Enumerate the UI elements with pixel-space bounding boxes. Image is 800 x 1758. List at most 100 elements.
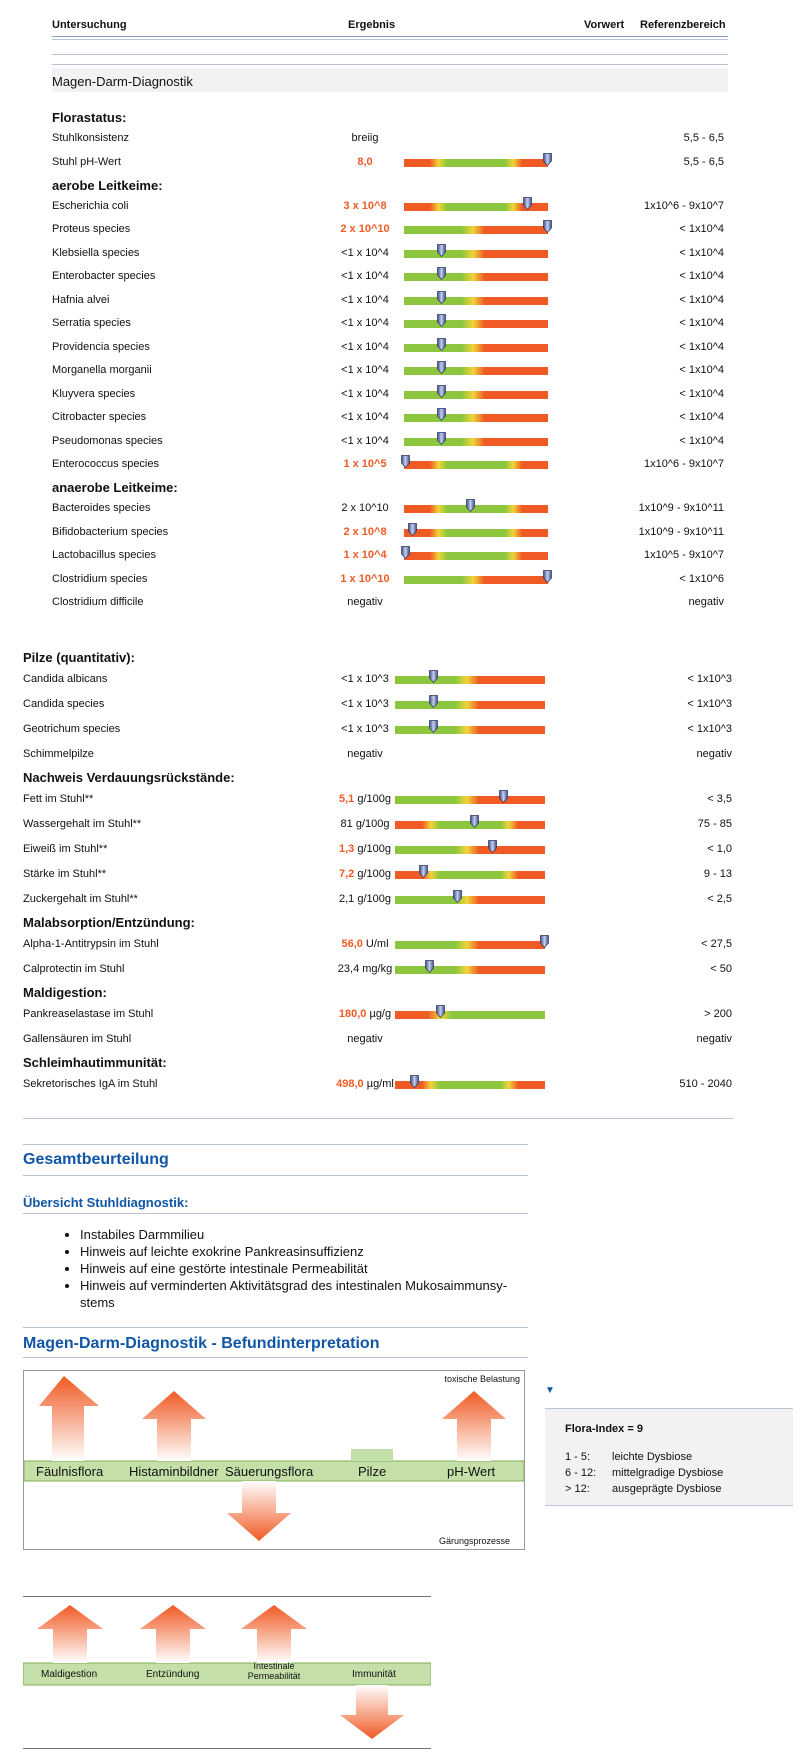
result-name: Zuckergehalt im Stuhl** — [23, 893, 138, 905]
reference-range: negativ — [696, 1033, 732, 1045]
result-value-number: <1 x 10^4 — [341, 387, 389, 400]
result-value: 23,4 mg/kg — [300, 963, 430, 975]
range-marker-icon — [424, 960, 434, 974]
result-value-number: <1 x 10^4 — [341, 317, 389, 329]
summary-list: Instabiles DarmmilieuHinweis auf leichte… — [62, 1226, 528, 1311]
divider — [23, 1118, 733, 1119]
reference-range: < 1x10^4 — [679, 411, 724, 423]
section-title-bar — [52, 68, 728, 92]
interp-title: Magen-Darm-Diagnostik - Befundinterpreta… — [23, 1335, 380, 1352]
result-value-number: <1 x 10^4 — [341, 340, 389, 353]
result-value-number: breiig — [351, 132, 379, 144]
range-bar — [404, 390, 548, 399]
range-bar — [395, 821, 545, 829]
range-bar — [395, 896, 545, 904]
result-value: 56,0 U/ml — [300, 938, 430, 950]
result-name: Bacteroides species — [52, 502, 151, 514]
result-value: 3 x 10^8 — [300, 200, 430, 212]
result-value: 2 x 10^10 — [300, 502, 430, 514]
result-name: Geotrichum species — [23, 723, 121, 735]
range-bar — [404, 202, 548, 211]
band-faeulnisflora: Fäulnisflora — [36, 1464, 104, 1479]
result-value: 81 g/100g — [300, 818, 430, 830]
range-marker-icon — [498, 790, 508, 804]
reference-range: 1x10^5 - 9x10^7 — [643, 549, 724, 561]
range-bar — [404, 273, 548, 281]
group-title: Malabsorption/Entzündung: — [23, 915, 195, 930]
range-bar — [404, 296, 548, 305]
result-value: 1 x 10^4 — [300, 549, 430, 561]
result-name: Lactobacillus species — [52, 549, 156, 561]
range-marker-icon — [470, 815, 480, 829]
range-marker-icon — [436, 290, 446, 304]
reference-range: negativ — [688, 596, 724, 608]
result-value-number: 2,1 — [339, 893, 355, 905]
result-name: Enterobacter species — [52, 270, 156, 282]
result-value: 2 x 10^10 — [300, 223, 430, 235]
result-name: Citrobacter species — [52, 411, 147, 423]
result-value: negativ — [300, 748, 430, 760]
result-unit: µg/g — [366, 1008, 392, 1020]
range-bar — [404, 414, 548, 422]
result-name: Bifidobacterium species — [52, 525, 169, 538]
result-unit: g/100g — [354, 868, 391, 880]
result-name: Klebsiella species — [52, 246, 140, 259]
result-value: <1 x 10^4 — [300, 364, 430, 376]
band-permeabilitaet: Intestinale Permeabilität — [247, 1661, 301, 1681]
reference-range: 1x10^6 - 9x10^7 — [643, 458, 724, 470]
result-name: Enterococcus species — [52, 458, 159, 470]
result-value: 2,1 g/100g — [300, 893, 430, 905]
band-entzuendung: Entzündung — [146, 1669, 200, 1680]
range-marker-icon — [540, 935, 549, 949]
range-marker-icon — [488, 840, 498, 854]
reference-range: < 3,5 — [707, 793, 732, 805]
reference-range: < 2,5 — [707, 893, 732, 905]
reference-range: 1x10^6 - 9x10^7 — [643, 199, 724, 212]
reference-range: 5,5 - 6,5 — [683, 155, 724, 168]
result-value-number: 1,3 — [339, 843, 355, 855]
result-value: <1 x 10^4 — [300, 388, 430, 400]
reference-range: < 1x10^4 — [679, 270, 724, 282]
range-marker-icon — [418, 865, 428, 879]
col-exam-header: Untersuchung — [52, 19, 127, 31]
summary-item: Hinweis auf eine gestörte intestinale Pe… — [80, 1260, 528, 1277]
range-bar — [395, 846, 545, 854]
reference-range: 1x10^9 - 9x10^11 — [638, 525, 724, 538]
result-value: 180,0 µg/g — [300, 1008, 430, 1020]
group-title: Pilze (quantitativ): — [23, 650, 135, 665]
flora-index-row: > 12: ausgeprägte Dysbiose — [565, 1483, 722, 1495]
result-name: Proteus species — [52, 223, 131, 235]
result-value: <1 x 10^4 — [300, 247, 430, 259]
reference-range: 5,5 - 6,5 — [683, 132, 724, 144]
range-bar — [395, 701, 545, 709]
range-marker-icon — [436, 408, 446, 422]
range-bar — [395, 1011, 545, 1019]
range-marker-icon — [401, 546, 410, 560]
range-bar — [404, 461, 548, 469]
result-value: 8,0 — [300, 156, 430, 168]
reference-range: < 1x10^4 — [679, 317, 724, 329]
result-value: negativ — [300, 596, 430, 608]
result-value-number: negativ — [347, 596, 383, 608]
range-bar — [404, 528, 548, 537]
band-immunitaet: Immunität — [352, 1669, 396, 1680]
reference-range: 75 - 85 — [697, 818, 732, 830]
result-unit: µg/ml — [363, 1078, 394, 1090]
result-value: <1 x 10^4 — [300, 317, 430, 329]
range-marker-icon — [436, 337, 446, 351]
reference-range: < 1,0 — [707, 843, 732, 855]
range-marker-icon — [429, 720, 438, 734]
reference-range: 510 - 2040 — [679, 1078, 732, 1090]
result-value-number: <1 x 10^4 — [341, 411, 389, 423]
result-name: Stärke im Stuhl** — [23, 868, 107, 880]
range-marker-icon — [436, 243, 446, 257]
range-bar — [404, 226, 548, 234]
group-title: anaerobe Leitkeime: — [52, 480, 178, 495]
result-value-number: <1 x 10^3 — [341, 698, 389, 710]
result-name: Providencia species — [52, 340, 150, 353]
reference-range: < 1x10^4 — [679, 246, 724, 259]
result-name: Schimmelpilze — [23, 748, 94, 760]
result-value-number: 8,0 — [357, 155, 373, 168]
result-value: <1 x 10^3 — [300, 698, 430, 710]
result-value: <1 x 10^4 — [300, 270, 430, 282]
